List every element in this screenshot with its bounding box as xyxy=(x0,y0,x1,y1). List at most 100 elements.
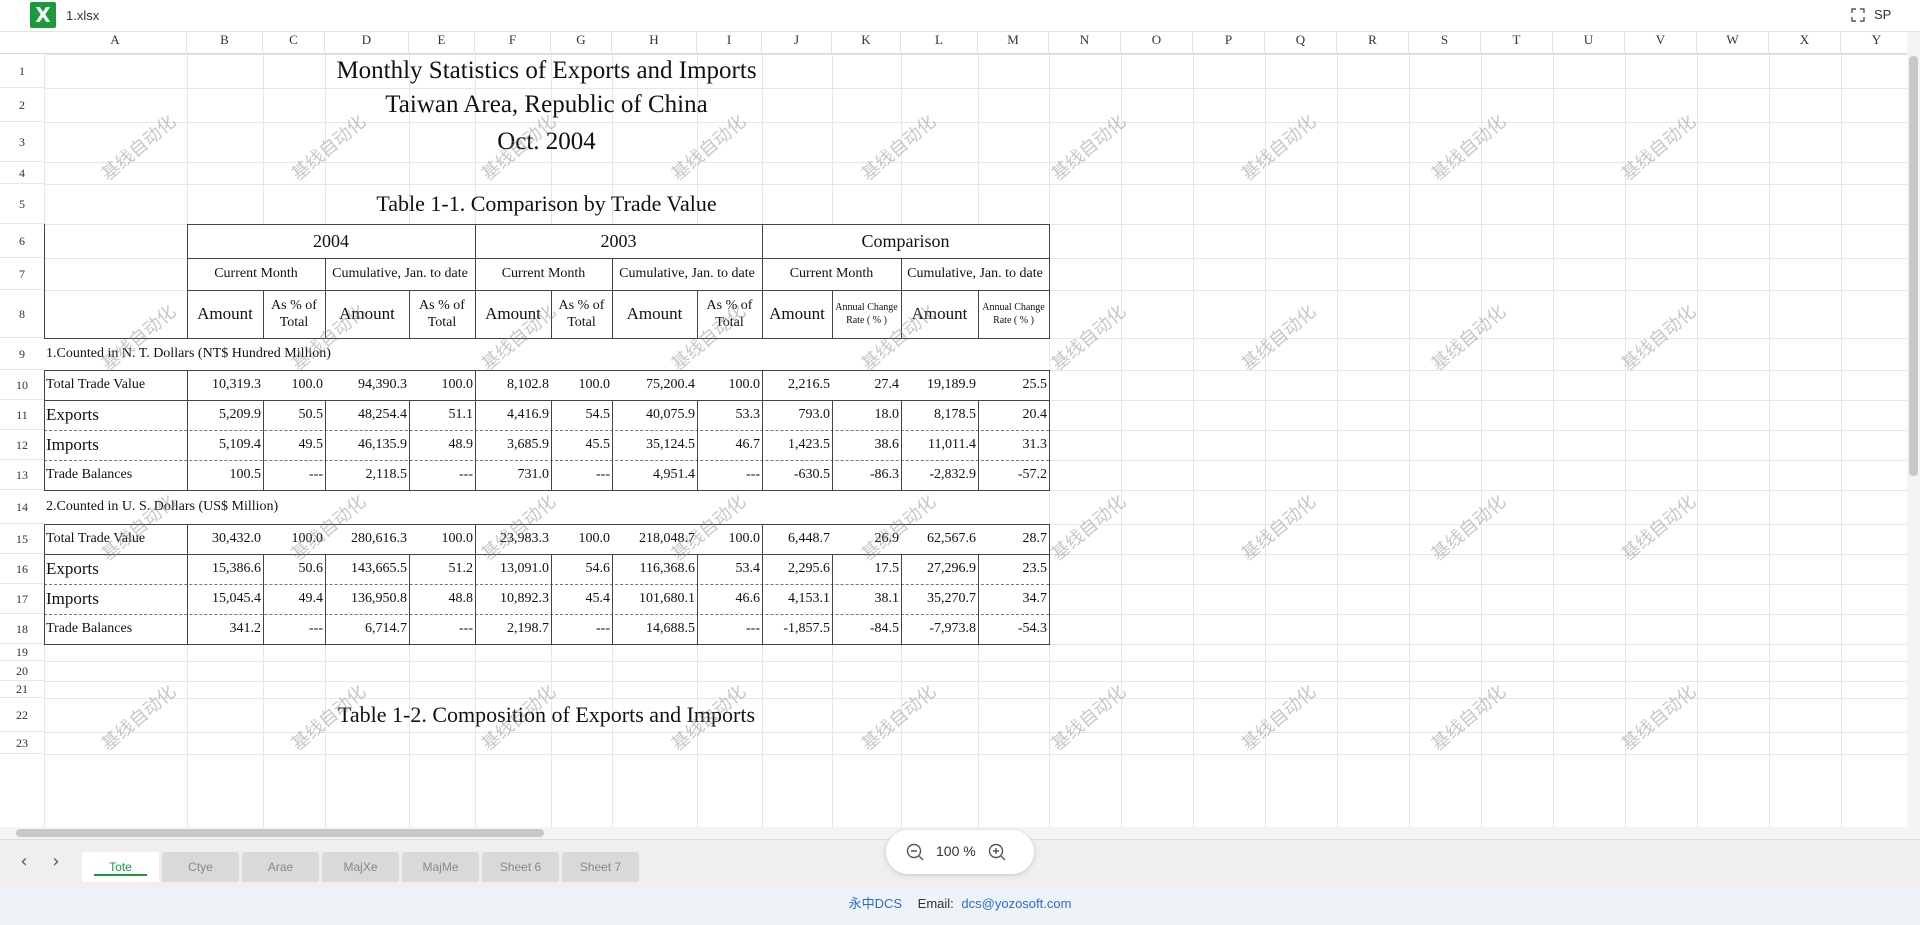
table-cell[interactable]: 19,189.9 xyxy=(901,370,978,400)
report-period[interactable]: Oct. 2004 xyxy=(497,128,596,155)
footer-brand-link[interactable]: 永中DCS xyxy=(848,896,903,911)
table-cell[interactable]: 4,416.9 xyxy=(475,400,551,430)
column-header-d[interactable]: D xyxy=(325,32,409,54)
footer-email-link[interactable]: dcs@yozosoft.com xyxy=(961,896,1072,911)
header-amount[interactable]: Amount xyxy=(325,290,409,338)
table-cell[interactable]: 13,091.0 xyxy=(475,554,551,584)
table-cell[interactable]: 20.4 xyxy=(978,400,1049,430)
table-cell[interactable]: 101,680.1 xyxy=(612,584,697,614)
column-header-c[interactable]: C xyxy=(263,32,325,54)
table-cell[interactable]: --- xyxy=(263,460,325,490)
row-header-8[interactable]: 8 xyxy=(0,290,44,338)
table-cell[interactable]: 38.6 xyxy=(832,430,901,460)
report-title[interactable]: Monthly Statistics of Exports and Import… xyxy=(336,57,757,84)
table-cell[interactable]: 100.0 xyxy=(263,524,325,554)
table-cell[interactable]: 341.2 xyxy=(187,614,263,644)
table-cell[interactable]: 100.0 xyxy=(551,524,612,554)
row-header-22[interactable]: 22 xyxy=(0,698,44,732)
prev-sheet-icon[interactable]: ‹ xyxy=(20,851,28,872)
row-header-19[interactable]: 19 xyxy=(0,644,44,661)
table-cell[interactable]: 25.5 xyxy=(978,370,1049,400)
table-cell[interactable]: 116,368.6 xyxy=(612,554,697,584)
table-cell[interactable]: 50.6 xyxy=(263,554,325,584)
header-cumulative[interactable]: Cumulative, Jan. to date xyxy=(612,258,762,290)
table-cell[interactable]: 100.5 xyxy=(187,460,263,490)
table-cell[interactable]: --- xyxy=(697,614,762,644)
table-cell[interactable]: 75,200.4 xyxy=(612,370,697,400)
vertical-scroll-thumb[interactable] xyxy=(1909,56,1918,476)
row-label[interactable]: Total Trade Value xyxy=(44,524,187,554)
zoom-in-icon[interactable] xyxy=(988,843,1006,861)
column-header-r[interactable]: R xyxy=(1337,32,1409,54)
row-header-21[interactable]: 21 xyxy=(0,681,44,698)
table-cell[interactable]: 5,109.4 xyxy=(187,430,263,460)
sheet-tab-majxe[interactable]: MajXe xyxy=(322,852,399,882)
row-header-18[interactable]: 18 xyxy=(0,614,44,644)
table-cell[interactable]: 26.9 xyxy=(832,524,901,554)
table-cell[interactable]: 48.9 xyxy=(409,430,475,460)
row-header-11[interactable]: 11 xyxy=(0,400,44,430)
table-cell[interactable]: 46.7 xyxy=(697,430,762,460)
table-cell[interactable]: 46,135.9 xyxy=(325,430,409,460)
table-cell[interactable]: 10,319.3 xyxy=(187,370,263,400)
column-header-b[interactable]: B xyxy=(187,32,263,54)
table-cell[interactable]: 14,688.5 xyxy=(612,614,697,644)
table-cell[interactable]: 46.6 xyxy=(697,584,762,614)
table-cell[interactable]: 40,075.9 xyxy=(612,400,697,430)
table-cell[interactable]: 15,386.6 xyxy=(187,554,263,584)
column-header-s[interactable]: S xyxy=(1409,32,1481,54)
table-cell[interactable]: 62,567.6 xyxy=(901,524,978,554)
header-cumulative[interactable]: Cumulative, Jan. to date xyxy=(325,258,475,290)
row-label[interactable]: Exports xyxy=(44,554,187,584)
row-header-20[interactable]: 20 xyxy=(0,661,44,681)
row-header-13[interactable]: 13 xyxy=(0,460,44,490)
header-pct-total[interactable]: As % of Total xyxy=(697,290,762,338)
row-header-17[interactable]: 17 xyxy=(0,584,44,614)
table-cell[interactable]: 143,665.5 xyxy=(325,554,409,584)
table-cell[interactable]: 2,295.6 xyxy=(762,554,832,584)
table-cell[interactable]: -84.5 xyxy=(832,614,901,644)
column-header-n[interactable]: N xyxy=(1049,32,1121,54)
table-cell[interactable]: --- xyxy=(551,460,612,490)
row-header-7[interactable]: 7 xyxy=(0,258,44,290)
table-cell[interactable]: -1,857.5 xyxy=(762,614,832,644)
column-header-f[interactable]: F xyxy=(475,32,551,54)
table-cell[interactable]: 54.6 xyxy=(551,554,612,584)
table-cell[interactable]: -57.2 xyxy=(978,460,1049,490)
table-cell[interactable]: 48,254.4 xyxy=(325,400,409,430)
table-cell[interactable]: 100.0 xyxy=(409,524,475,554)
table-cell[interactable]: 50.5 xyxy=(263,400,325,430)
row-label[interactable]: Total Trade Value xyxy=(44,370,187,400)
table-cell[interactable]: 35,124.5 xyxy=(612,430,697,460)
table-cell[interactable]: 23.5 xyxy=(978,554,1049,584)
sheet-tab-majme[interactable]: MajMe xyxy=(402,852,479,882)
table-cell[interactable]: 94,390.3 xyxy=(325,370,409,400)
table-cell[interactable]: 17.5 xyxy=(832,554,901,584)
header-pct-total[interactable]: As % of Total xyxy=(551,290,612,338)
table-cell[interactable]: -2,832.9 xyxy=(901,460,978,490)
table-cell[interactable]: 793.0 xyxy=(762,400,832,430)
column-header-e[interactable]: E xyxy=(409,32,475,54)
table-cell[interactable]: -86.3 xyxy=(832,460,901,490)
row-header-3[interactable]: 3 xyxy=(0,122,44,162)
header-comparison[interactable]: Comparison xyxy=(762,224,1049,258)
row-header-12[interactable]: 12 xyxy=(0,430,44,460)
table-cell[interactable]: 18.0 xyxy=(832,400,901,430)
header-pct-total[interactable]: As % of Total xyxy=(263,290,325,338)
table-cell[interactable]: 2,118.5 xyxy=(325,460,409,490)
table-cell[interactable]: 48.8 xyxy=(409,584,475,614)
table-cell[interactable]: --- xyxy=(409,460,475,490)
column-header-y[interactable]: Y xyxy=(1841,32,1907,54)
row-label[interactable]: Exports xyxy=(44,400,187,430)
column-header-x[interactable]: X xyxy=(1769,32,1841,54)
column-header-q[interactable]: Q xyxy=(1265,32,1337,54)
table-cell[interactable]: --- xyxy=(551,614,612,644)
zoom-out-icon[interactable] xyxy=(906,843,924,861)
table-cell[interactable]: 218,048.7 xyxy=(612,524,697,554)
table-cell[interactable]: 4,153.1 xyxy=(762,584,832,614)
header-current-month[interactable]: Current Month xyxy=(187,258,325,290)
table-cell[interactable]: 100.0 xyxy=(697,370,762,400)
column-header-t[interactable]: T xyxy=(1481,32,1553,54)
table-cell[interactable]: 45.5 xyxy=(551,430,612,460)
